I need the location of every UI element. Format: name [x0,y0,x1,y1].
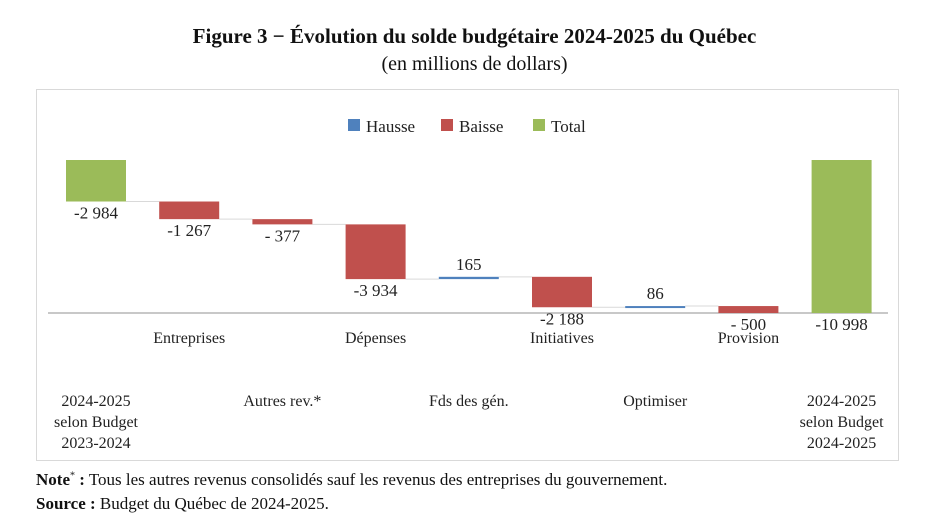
category-label-8: Provision [718,330,779,347]
footnote-source: Source : Budget du Québec de 2024-2025. [36,494,329,514]
category-label-3: Autres rev.* [243,393,321,410]
chart-subtitle: (en millions de dollars) [381,53,568,75]
category-label-5: Fds des gén. [429,393,509,410]
legend-label-baisse: Baisse [459,117,503,136]
source-label: Source : [36,494,96,513]
data-label-9: -10 998 [815,315,867,334]
source-text: Budget du Québec de 2024-2025. [95,494,329,513]
bar-1 [66,160,126,202]
category-label-1: 2024-2025 [61,393,130,410]
bar-2 [159,201,220,220]
data-label-8: - 500 [731,315,766,334]
data-label-5: 165 [456,255,482,274]
bar-4 [345,224,406,280]
data-label-4: -3 934 [354,281,398,300]
data-label-2: -1 267 [167,221,211,240]
bar-5 [438,276,499,280]
bar-6 [532,276,592,308]
footnote-note: Note* : Tous les autres revenus consolid… [36,470,667,490]
category-label-9: 2024-2025 [807,435,876,452]
legend-swatch-baisse [441,119,453,131]
chart-title: Figure 3 − Évolution du solde budgétaire… [192,24,757,48]
category-label-2: Entreprises [153,330,225,347]
legend-label-total: Total [551,117,586,136]
note-mark: * [69,470,75,482]
note-text: Tous les autres revenus consolidés sauf … [84,470,668,489]
category-label-1: selon Budget [54,414,139,431]
category-label-1: 2023-2024 [61,435,130,452]
legend-label-hausse: Hausse [366,117,415,136]
category-label-4: Dépenses [345,330,406,347]
data-label-6: -2 188 [540,309,584,328]
bar-8 [718,306,779,314]
data-label-3: - 377 [265,226,301,245]
legend-swatch-total [533,119,545,131]
chart-frame [36,89,899,461]
note-separator: : [74,470,85,489]
bar-3 [252,219,313,225]
category-label-9: selon Budget [800,414,885,431]
category-label-6: Initiatives [530,330,594,347]
note-label: Note [36,470,70,489]
bar-9 [811,160,872,313]
data-label-7: 86 [647,284,664,303]
data-label-1: -2 984 [74,204,118,223]
category-label-7: Optimiser [623,393,688,410]
bar-7 [625,306,686,309]
waterfall-chart: Hausse Baisse Total -2 984 -1 267 - 377 -3 934… [48,117,888,452]
legend-swatch-hausse [348,119,360,131]
category-label-9: 2024-2025 [807,393,876,410]
